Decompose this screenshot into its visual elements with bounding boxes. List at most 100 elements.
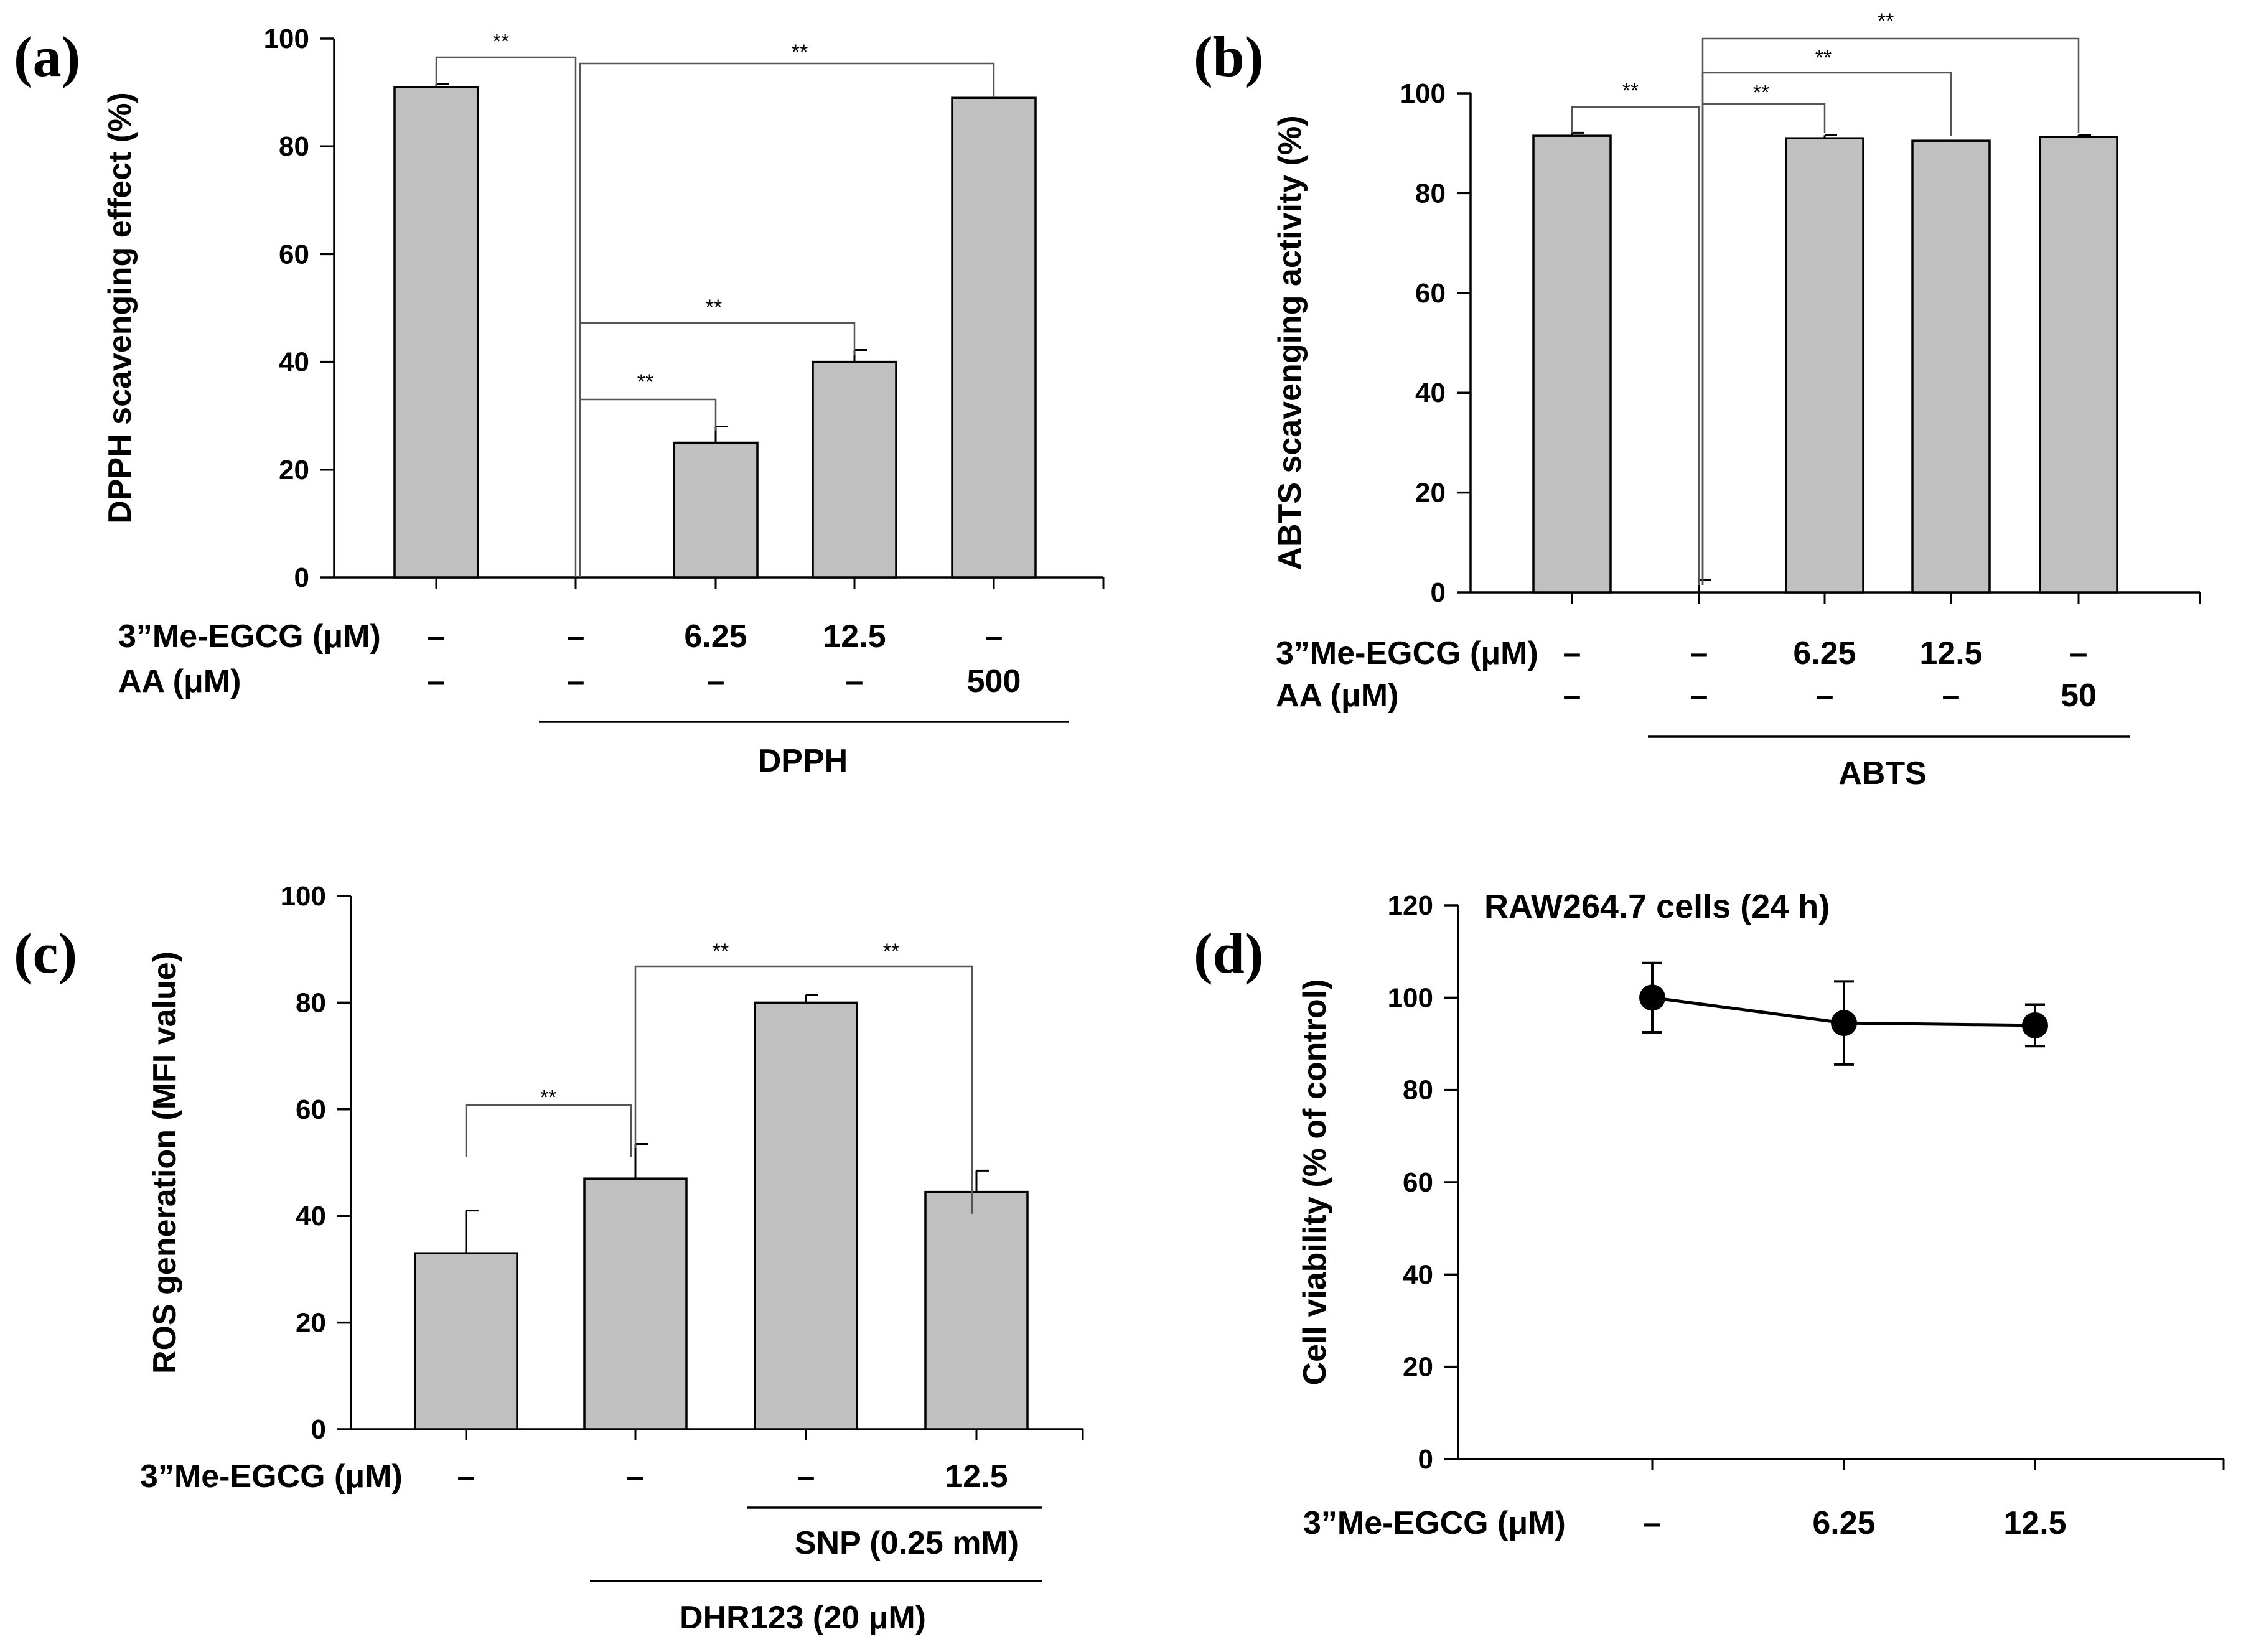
- condition-cell: –: [1690, 635, 1708, 671]
- y-tick-label: 0: [1418, 1444, 1433, 1475]
- condition-cell: 12.5: [1919, 635, 1982, 671]
- bar: [924, 1190, 1029, 1430]
- significance-marker: **: [706, 296, 722, 319]
- significance-marker: **: [792, 40, 808, 64]
- significance-bracket: [806, 965, 973, 1214]
- significance-marker: **: [1753, 81, 1769, 105]
- bar: [583, 1177, 688, 1430]
- y-tick-label: 100: [1388, 982, 1433, 1013]
- y-tick-label: 80: [279, 131, 309, 162]
- condition-cell: 500: [967, 663, 1021, 699]
- y-tick-label: 60: [1415, 278, 1446, 309]
- significance-bracket: [579, 62, 995, 577]
- condition-cell: –: [457, 1458, 475, 1495]
- condition-cell: 6.25: [1812, 1505, 1875, 1541]
- data-point: [2022, 1012, 2048, 1038]
- condition-cell: –: [1942, 678, 1960, 714]
- condition-cell: 6.25: [684, 618, 747, 655]
- y-tick-label: 60: [296, 1094, 326, 1125]
- y-tick-label: 0: [311, 1414, 326, 1445]
- group-label: DPPH: [758, 743, 848, 779]
- panel-label: (a): [14, 25, 80, 88]
- significance-marker: **: [540, 1086, 556, 1109]
- chart-title: RAW264.7 cells (24 h): [1484, 888, 1830, 925]
- significance-marker: **: [1622, 79, 1639, 103]
- y-tick-label: 100: [281, 881, 326, 912]
- condition-cell: –: [567, 618, 585, 655]
- bar: [754, 1001, 858, 1430]
- condition-cell: 6.25: [1793, 635, 1856, 671]
- bar: [393, 86, 479, 579]
- bar: [414, 1252, 518, 1430]
- bar: [812, 360, 897, 579]
- y-tick-label: 0: [1431, 577, 1446, 608]
- condition-cell: 12.5: [2003, 1505, 2066, 1541]
- significance-marker: **: [1878, 9, 1894, 33]
- condition-cell: –: [1690, 678, 1708, 714]
- bar: [1785, 137, 1864, 594]
- condition-row-label: 3”Me-EGCG (μM): [1276, 635, 1538, 671]
- significance-marker: **: [493, 30, 509, 54]
- y-tick-label: 20: [296, 1308, 326, 1338]
- bar: [1532, 134, 1612, 594]
- panel-c-ros-chart: (c) 0 20 40 60 80 100 ROS generation (MFI value…: [14, 881, 1084, 1636]
- condition-row-label: 3”Me-EGCG (μM): [1303, 1505, 1566, 1541]
- condition-cell: –: [985, 618, 1003, 655]
- significance-bracket: [435, 56, 577, 577]
- data-point: [1831, 1010, 1857, 1037]
- y-tick-label: 40: [279, 347, 309, 378]
- panel-label: (d): [1194, 922, 1263, 985]
- condition-cell: –: [627, 1458, 645, 1495]
- condition-cell: –: [567, 663, 585, 699]
- condition-cell: –: [797, 1458, 815, 1495]
- bar: [673, 441, 759, 579]
- y-axis-label: ABTS scavenging activity (%): [1272, 115, 1308, 570]
- condition-cell: –: [2070, 635, 2088, 671]
- panel-a-dpph-chart: (a) 0 20 40 60 80 100 DPPH scavenging effect (%…: [14, 24, 1105, 779]
- condition-cell: 12.5: [945, 1458, 1008, 1495]
- y-axis-label: DPPH scavenging effect (%): [102, 92, 138, 524]
- significance-marker: **: [883, 940, 899, 963]
- panel-b-abts-chart: (b) 0 20 40 60 80 100 ABTS scavenging activity …: [1194, 9, 2201, 791]
- y-tick-label: 20: [1403, 1352, 1433, 1383]
- significance-bracket: [579, 398, 717, 577]
- y-axis-label: ROS generation (MFI value): [147, 951, 183, 1374]
- y-tick-label: 80: [296, 987, 326, 1018]
- condition-cell: 50: [2061, 678, 2097, 714]
- y-tick-label: 120: [1388, 890, 1433, 921]
- panel-label: (b): [1194, 25, 1263, 88]
- bar: [951, 96, 1037, 579]
- condition-row-label: 3”Me-EGCG (μM): [118, 618, 381, 655]
- data-point: [1639, 984, 1665, 1011]
- y-tick-label: 40: [1403, 1259, 1433, 1290]
- significance-bracket: [465, 1104, 632, 1157]
- group-label: SNP (0.25 mM): [795, 1525, 1019, 1561]
- condition-row-label: 3”Me-EGCG (μM): [140, 1458, 403, 1495]
- condition-cell: –: [428, 663, 446, 699]
- significance-marker: **: [713, 940, 729, 963]
- y-tick-label: 40: [1415, 378, 1446, 408]
- significance-bracket: [1571, 106, 1700, 585]
- significance-marker: **: [1815, 46, 1832, 70]
- y-tick-label: 60: [279, 239, 309, 269]
- condition-cell: –: [1644, 1505, 1662, 1541]
- condition-row-label: AA (μM): [1276, 678, 1398, 714]
- y-tick-label: 100: [1400, 78, 1446, 109]
- condition-cell: –: [1563, 635, 1581, 671]
- y-tick-label: 20: [1415, 478, 1446, 508]
- condition-cell: –: [707, 663, 725, 699]
- condition-cell: –: [846, 663, 864, 699]
- bar: [1911, 139, 1991, 594]
- y-axis-label: Cell viability (% of control): [1297, 979, 1333, 1386]
- condition-cell: –: [1563, 678, 1581, 714]
- group-label: DHR123 (20 μM): [680, 1600, 926, 1636]
- significance-bracket: [1701, 103, 1826, 585]
- panel-d-viability-chart: (d) 0 20 40 60 80 100 120 Cell viability (% of c…: [1194, 888, 2225, 1541]
- group-label: ABTS: [1838, 755, 1927, 791]
- y-tick-label: 100: [264, 24, 309, 54]
- condition-cell: 12.5: [823, 618, 886, 655]
- y-tick-label: 60: [1403, 1167, 1433, 1198]
- y-tick-label: 80: [1415, 178, 1446, 208]
- significance-bracket: [634, 965, 806, 1148]
